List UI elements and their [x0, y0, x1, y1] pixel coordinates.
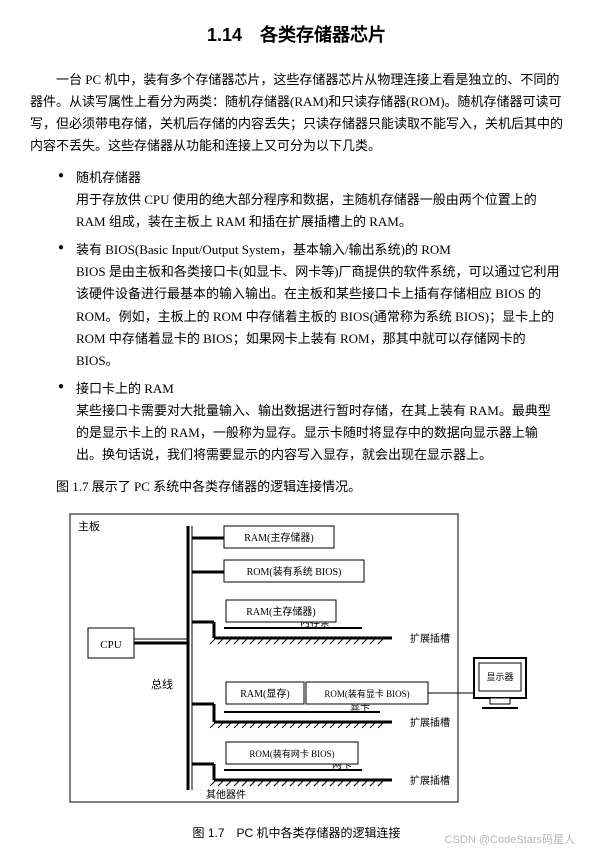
bullet-list: 随机存储器 用于存放供 CPU 使用的绝大部分程序和数据，主随机存储器一般由两个… — [30, 167, 563, 466]
item-body: 用于存放供 CPU 使用的绝大部分程序和数据，主随机存储器一般由两个位置上的 R… — [76, 189, 563, 233]
ram-main2-label: RAM(主存储器) — [246, 605, 315, 618]
rom-sysbios-label: ROM(装有系统 BIOS) — [247, 565, 342, 578]
diagram: 主板 CPU 总线 RAM(主存储器) ROM(装有系统 BIOS) — [64, 508, 563, 815]
slot-label-2: 扩展插槽 — [410, 716, 450, 729]
motherboard-label: 主板 — [78, 519, 100, 533]
cpu-label: CPU — [100, 639, 121, 651]
item-body: BIOS 是由主板和各类接口卡(如显卡、网卡等)厂商提供的软件系统，可以通过它利… — [76, 261, 563, 371]
watermark: CSDN @CodeStars码星人 — [445, 831, 575, 850]
item-head: 随机存储器 — [76, 170, 141, 185]
list-item: 装有 BIOS(Basic Input/Output System，基本输入/输… — [58, 239, 563, 372]
list-item: 随机存储器 用于存放供 CPU 使用的绝大部分程序和数据，主随机存储器一般由两个… — [58, 167, 563, 233]
item-body: 某些接口卡需要对大批量输入、输出数据进行暂时存储，在其上装有 RAM。最典型的是… — [76, 400, 563, 466]
section-title: 1.14 各类存储器芯片 — [30, 20, 563, 51]
ram-disp-label: RAM(显存) — [240, 687, 289, 700]
monitor-label: 显示器 — [486, 672, 513, 682]
slot-label-3: 扩展插槽 — [410, 774, 450, 787]
bus-label: 总线 — [151, 677, 173, 691]
item-head: 装有 BIOS(Basic Input/Output System，基本输入/输… — [76, 242, 451, 257]
slot-label-1: 扩展插槽 — [410, 632, 450, 645]
rom-netbios-label: ROM(装有网卡 BIOS) — [249, 748, 334, 759]
rom-dispbios-label: ROM(装有显卡 BIOS) — [324, 688, 409, 699]
item-head: 接口卡上的 RAM — [76, 381, 174, 396]
ram-main1-label: RAM(主存储器) — [244, 531, 313, 544]
intro-paragraph: 一台 PC 机中，装有多个存储器芯片，这些存储器芯片从物理连接上看是独立的、不同… — [30, 69, 563, 157]
list-item: 接口卡上的 RAM 某些接口卡需要对大批量输入、输出数据进行暂时存储，在其上装有… — [58, 378, 563, 466]
other-devices-label: 其他器件 — [206, 788, 246, 801]
figure-intro: 图 1.7 展示了 PC 系统中各类存储器的逻辑连接情况。 — [30, 476, 563, 498]
